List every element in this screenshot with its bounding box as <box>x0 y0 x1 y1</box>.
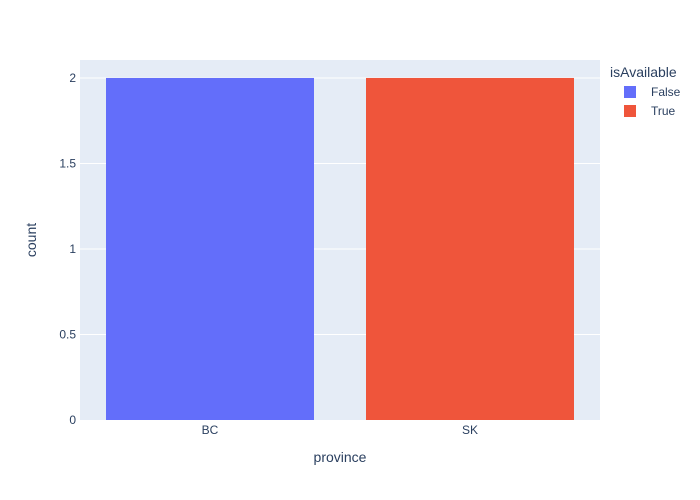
legend: isAvailable False True <box>610 64 681 118</box>
x-axis-title: province <box>314 449 367 465</box>
legend-label: False <box>651 85 681 99</box>
bar-sk <box>366 77 574 420</box>
legend-item[interactable]: True <box>624 104 676 118</box>
y-tick-label: 0.5 <box>59 327 76 341</box>
bars <box>106 77 574 420</box>
legend-items: False True <box>624 85 681 118</box>
y-tick-label: 1 <box>69 242 76 256</box>
x-tick-label: SK <box>462 423 478 437</box>
legend-swatch <box>624 105 636 117</box>
legend-item[interactable]: False <box>624 85 681 99</box>
y-tick-labels: 0 0.5 1 1.5 2 <box>59 71 76 427</box>
y-axis-title: count <box>23 223 39 257</box>
bar-bc <box>106 77 314 420</box>
y-tick-label: 2 <box>69 71 76 85</box>
legend-title: isAvailable <box>610 64 677 80</box>
legend-label: True <box>651 104 676 118</box>
y-tick-label: 0 <box>69 413 76 427</box>
legend-swatch <box>624 86 636 98</box>
x-tick-labels: BC SK <box>202 423 478 437</box>
x-tick-label: BC <box>202 423 219 437</box>
y-tick-label: 1.5 <box>59 156 76 170</box>
